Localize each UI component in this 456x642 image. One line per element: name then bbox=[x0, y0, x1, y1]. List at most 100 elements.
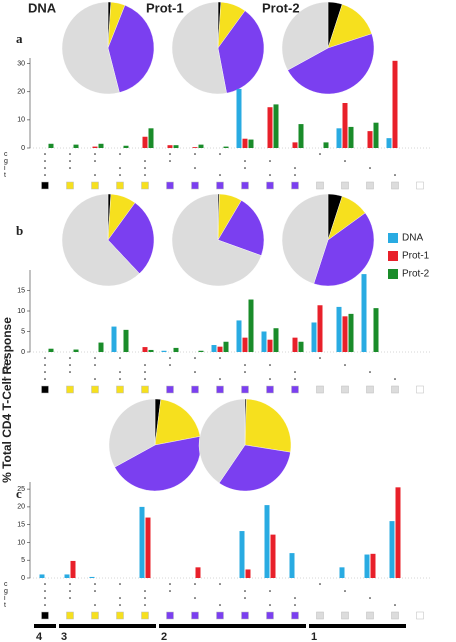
marker-dot bbox=[69, 371, 71, 373]
bar bbox=[48, 348, 54, 352]
marker-dot bbox=[244, 167, 246, 169]
pie-slice bbox=[217, 10, 265, 94]
marker-dot bbox=[194, 597, 196, 599]
marker-dot bbox=[169, 357, 171, 359]
category-swatch bbox=[391, 385, 399, 394]
row-label: t bbox=[4, 172, 6, 179]
marker-dot bbox=[44, 378, 46, 380]
marker-dot bbox=[319, 153, 321, 155]
bar bbox=[89, 576, 95, 578]
bar bbox=[167, 145, 173, 148]
bar bbox=[370, 553, 376, 578]
legend-swatch bbox=[388, 233, 398, 243]
bar bbox=[323, 142, 329, 148]
pie-slice bbox=[218, 444, 291, 492]
row-label: t bbox=[4, 376, 6, 383]
marker-dot bbox=[169, 364, 171, 366]
bar bbox=[48, 143, 54, 148]
marker-dot bbox=[144, 167, 146, 169]
category-swatch bbox=[66, 611, 74, 620]
bar bbox=[98, 342, 104, 352]
marker-dot bbox=[369, 597, 371, 599]
bar bbox=[292, 337, 298, 352]
marker-dot bbox=[394, 378, 396, 380]
marker-dot bbox=[144, 590, 146, 592]
y-tick-label: 30 bbox=[17, 60, 25, 67]
y-tick-label: 15 bbox=[17, 522, 25, 529]
category-swatch bbox=[216, 611, 224, 620]
bar bbox=[342, 316, 348, 352]
bar bbox=[148, 349, 154, 352]
legend-label: Prot-1 bbox=[402, 251, 430, 262]
category-swatch bbox=[266, 181, 274, 190]
marker-dot bbox=[294, 174, 296, 176]
marker-dot bbox=[119, 357, 121, 359]
bar bbox=[148, 128, 154, 148]
category-swatch bbox=[66, 385, 74, 394]
marker-dot bbox=[94, 364, 96, 366]
bar bbox=[161, 350, 167, 352]
category-swatch bbox=[366, 611, 374, 620]
category-swatch bbox=[91, 611, 99, 620]
category-swatch bbox=[191, 385, 199, 394]
marker-dot bbox=[219, 357, 221, 359]
category-swatch bbox=[366, 385, 374, 394]
marker-dot bbox=[269, 174, 271, 176]
bar bbox=[348, 126, 354, 148]
bar bbox=[392, 60, 398, 148]
marker-dot bbox=[319, 357, 321, 359]
pie-title: DNA bbox=[28, 0, 57, 15]
category-swatch bbox=[141, 181, 149, 190]
bar bbox=[123, 329, 129, 352]
row-label: g bbox=[4, 588, 8, 595]
bar bbox=[364, 554, 370, 578]
y-tick-label: 25 bbox=[17, 486, 25, 493]
bar bbox=[242, 337, 248, 352]
row-label: t bbox=[4, 602, 6, 609]
y-tick-label: 0 bbox=[21, 349, 25, 356]
y-tick-label: 10 bbox=[17, 539, 25, 546]
bar bbox=[389, 521, 395, 578]
row-label: c bbox=[4, 355, 8, 362]
category-swatch bbox=[391, 181, 399, 190]
category-swatch bbox=[116, 385, 124, 394]
bar bbox=[64, 574, 70, 578]
bar bbox=[273, 104, 279, 148]
pie-slice bbox=[61, 193, 140, 287]
pie-slice bbox=[244, 398, 292, 453]
marker-dot bbox=[269, 378, 271, 380]
bar bbox=[289, 553, 295, 578]
bar bbox=[386, 138, 392, 148]
pie-title: Prot-1 bbox=[146, 0, 184, 15]
marker-dot bbox=[69, 583, 71, 585]
marker-dot bbox=[44, 174, 46, 176]
y-tick-label: 5 bbox=[21, 328, 25, 335]
category-swatch bbox=[166, 181, 174, 190]
category-swatch bbox=[416, 181, 424, 190]
y-tick-label: 0 bbox=[21, 575, 25, 582]
category-swatch bbox=[341, 385, 349, 394]
pie-slice bbox=[108, 398, 156, 468]
marker-dot bbox=[69, 167, 71, 169]
category-swatch bbox=[341, 611, 349, 620]
bar bbox=[198, 144, 204, 148]
marker-dot bbox=[244, 364, 246, 366]
group-label: 4 bbox=[36, 631, 43, 642]
panel-label: c bbox=[16, 486, 22, 501]
panel-label: b bbox=[16, 223, 23, 238]
category-swatch bbox=[166, 385, 174, 394]
bar bbox=[336, 306, 342, 352]
marker-dot bbox=[94, 153, 96, 155]
marker-dot bbox=[119, 378, 121, 380]
group-bar bbox=[159, 624, 306, 628]
pie-slice bbox=[107, 4, 155, 93]
marker-dot bbox=[169, 160, 171, 162]
y-tick-label: 20 bbox=[17, 504, 25, 511]
row-label: g bbox=[4, 158, 8, 165]
marker-dot bbox=[69, 364, 71, 366]
marker-dot bbox=[119, 174, 121, 176]
category-swatch bbox=[141, 611, 149, 620]
marker-dot bbox=[94, 583, 96, 585]
